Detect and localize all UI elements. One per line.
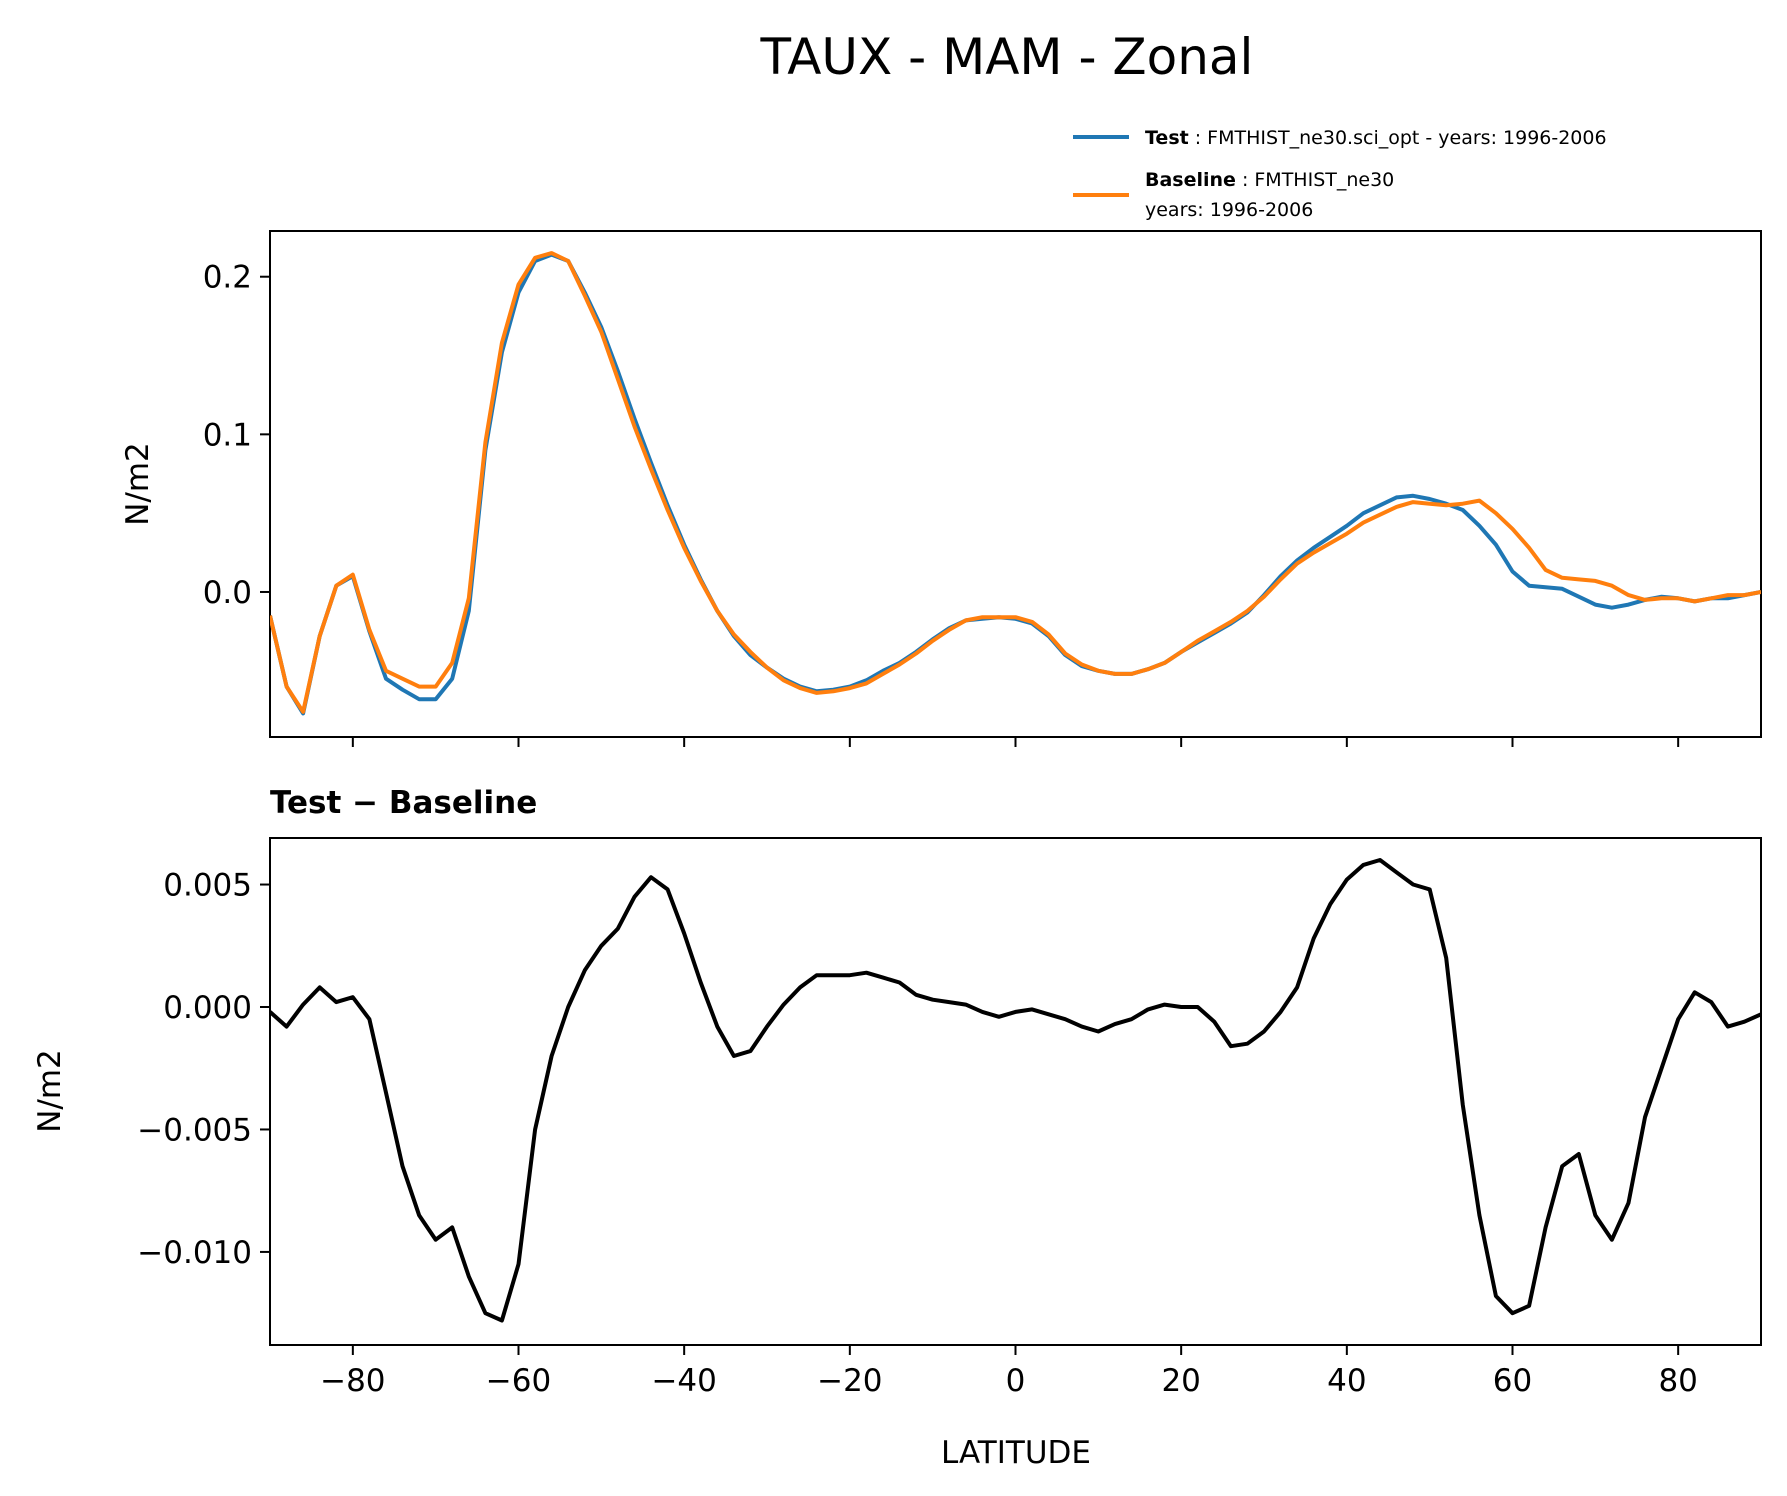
figure-title: TAUX - MAM - Zonal (760, 28, 1254, 86)
x-tick-label: −40 (651, 1363, 716, 1399)
y-tick-label: 0.000 (163, 990, 252, 1026)
top-panel-series (270, 251, 1761, 716)
legend-test-text: : FMTHIST_ne30.sci_opt - years: 1996-200… (1195, 127, 1607, 149)
y-tick-label: 0.0 (203, 575, 252, 611)
legend-baseline-text-line2: years: 1996-2006 (1145, 199, 1313, 221)
series-line-baseline (270, 251, 1761, 714)
x-tick-label: 40 (1327, 1363, 1366, 1399)
x-tick-label: −20 (817, 1363, 882, 1399)
x-tick-label: 60 (1493, 1363, 1532, 1399)
legend-baseline-entry: Baseline : FMTHIST_ne30 (1145, 169, 1394, 191)
top-panel-ticks: 0.0 0.1 0.2 (203, 260, 1680, 747)
bottom-panel-ylabel: N/m2 (32, 1049, 68, 1133)
legend-test-entry: Test : FMTHIST_ne30.sci_opt - years: 1996… (1145, 127, 1607, 149)
bottom-panel-ticks: −80 −60 −40 −20 0 20 40 60 80 0.005 0.000 −0.005 −0.… (137, 868, 1698, 1399)
x-tick-label: −60 (486, 1363, 551, 1399)
y-tick-label: 0.2 (203, 260, 252, 296)
x-tick-label: 80 (1658, 1363, 1697, 1399)
series-line-difference (270, 858, 1761, 1323)
y-tick-label: 0.005 (163, 868, 252, 904)
bottom-panel: Test − Baseline N/m2 LATITUDE −80 −60 −40−… (32, 785, 1762, 1471)
y-tick-label: 0.1 (203, 417, 252, 453)
bottom-panel-xlabel: LATITUDE (941, 1435, 1091, 1471)
legend: Test : FMTHIST_ne30.sci_opt - years: 1996… (1073, 127, 1607, 221)
bottom-panel-series (270, 858, 1761, 1323)
top-panel: N/m2 0.0 0.1 0.2 (120, 230, 1762, 747)
x-tick-label: −80 (320, 1363, 385, 1399)
legend-baseline-name: Baseline (1145, 169, 1236, 191)
top-panel-ylabel: N/m2 (120, 442, 156, 526)
x-tick-label: 0 (1006, 1363, 1026, 1399)
y-tick-label: −0.005 (137, 1112, 252, 1148)
y-tick-label: −0.010 (137, 1235, 252, 1271)
bottom-panel-title: Test − Baseline (270, 785, 537, 821)
x-tick-label: 20 (1161, 1363, 1200, 1399)
legend-baseline-text: : FMTHIST_ne30 (1242, 169, 1394, 191)
legend-test-name: Test (1145, 127, 1189, 149)
